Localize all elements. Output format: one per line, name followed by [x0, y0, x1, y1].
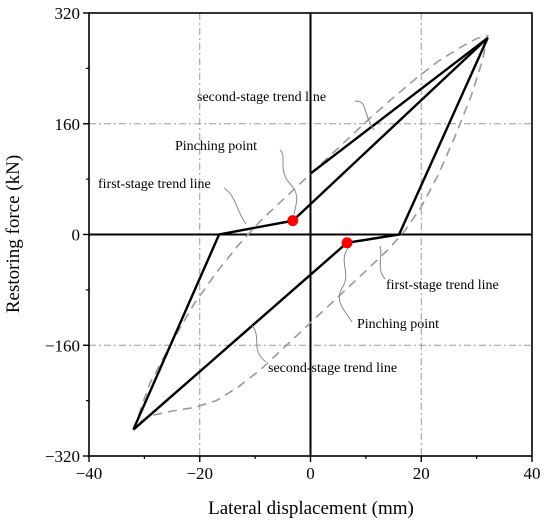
y-tick-label: −320	[45, 447, 80, 466]
x-tick-label: −20	[186, 464, 213, 483]
annotation-first-stage-lower: first-stage trend line	[386, 278, 499, 293]
annotation-leader	[223, 187, 247, 225]
y-axis-title: Restoring force (kN)	[3, 155, 24, 313]
annotation-second-stage-lower: second-stage trend line	[268, 361, 397, 376]
annotation-leader	[338, 247, 353, 323]
y-tick-label: −160	[45, 336, 80, 355]
annotation-leader	[251, 324, 267, 363]
annotation-leader	[379, 245, 386, 280]
annotation-first-stage-upper: first-stage trend line	[98, 177, 211, 192]
series-dashed-envelope	[132, 34, 489, 431]
x-tick-label: −40	[76, 464, 103, 483]
pinching-point-marker	[341, 237, 353, 249]
axis-ticks: −40 −20 0 20 40 −320 −160 0 160 320	[45, 4, 541, 483]
y-tick-label: 0	[72, 226, 81, 245]
annotations: second-stage trend line Pinching point f…	[98, 90, 499, 376]
annotation-pinching-lower: Pinching point	[357, 317, 439, 332]
y-tick-label: 160	[55, 115, 81, 134]
series-trend-segment	[309, 36, 489, 175]
x-tick-label: 40	[524, 464, 541, 483]
y-tick-label: 320	[55, 4, 81, 23]
annotation-pinching-upper: Pinching point	[175, 139, 257, 154]
x-tick-label: 20	[413, 464, 430, 483]
pinching-point-marker	[287, 215, 299, 227]
annotation-leader	[279, 149, 298, 215]
annotation-leader	[354, 100, 375, 131]
x-axis-title: Lateral displacement (mm)	[208, 498, 414, 519]
plot-area	[89, 13, 532, 456]
annotation-second-stage-upper: second-stage trend line	[197, 90, 326, 105]
x-tick-label: 0	[306, 464, 315, 483]
